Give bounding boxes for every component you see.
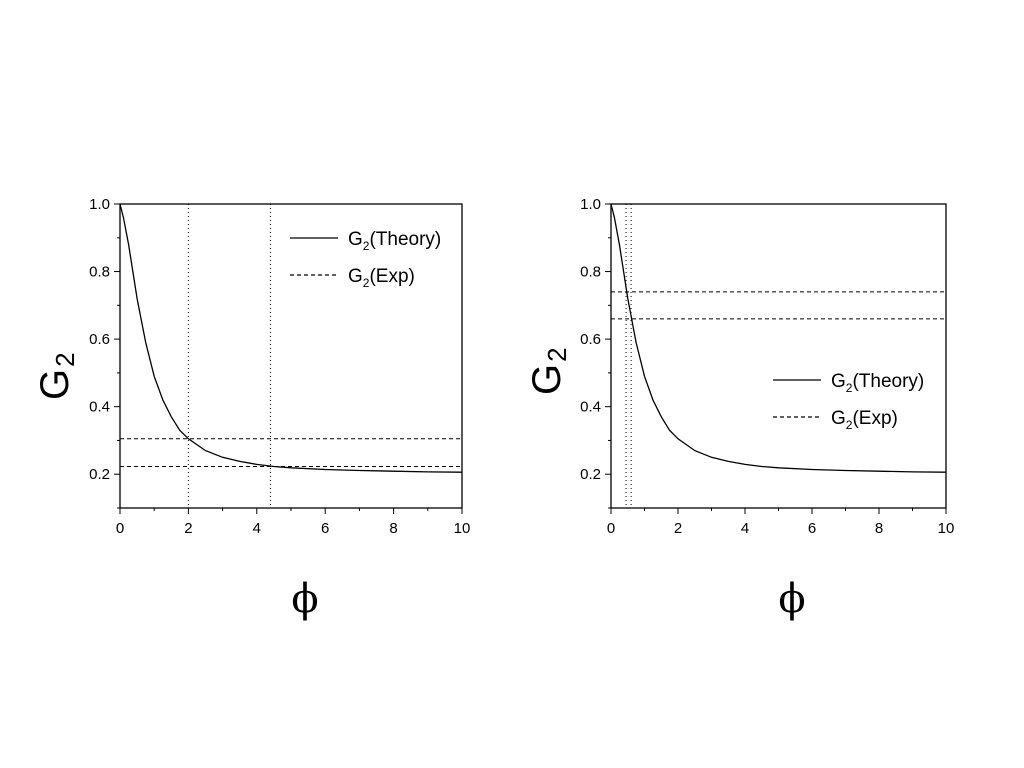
chart-panel-1: 0 2 4 6 8 10 0.2 0.4 0.6 0.8 1.0 G2(Theory) G2(Exp) G…: [33, 196, 470, 622]
y-tick-label: 0.6: [89, 331, 110, 348]
y-tick-label: 0.2: [580, 466, 601, 483]
x-tick-label: 8: [875, 520, 883, 537]
y-tick-label: 0.4: [89, 399, 110, 416]
plot-frame: [610, 203, 947, 509]
y-axis-label: G2: [525, 347, 572, 395]
theory-curve: [610, 203, 947, 473]
x-tick-label: 6: [808, 520, 816, 537]
x-tick-label: 4: [253, 520, 261, 537]
y-tick-label: 0.4: [580, 399, 601, 416]
x-axis-label: ϕ: [778, 576, 805, 622]
x-tick-label: 2: [674, 520, 682, 537]
legend-entry-label: G2(Exp): [831, 408, 898, 432]
legend-entry-label: G2(Exp): [348, 266, 415, 290]
y-tick-label: 1.0: [89, 196, 110, 213]
x-tick-label: 0: [607, 520, 615, 537]
y-axis-label: G2: [33, 352, 80, 400]
x-tick-label: 0: [116, 520, 124, 537]
legend-entry-label: G2(Theory): [831, 371, 924, 395]
x-tick-label: 6: [321, 520, 329, 537]
x-tick-label: 10: [454, 520, 471, 537]
x-tick-label: 4: [741, 520, 749, 537]
theory-curve: [119, 203, 463, 473]
x-axis-label: ϕ: [291, 576, 318, 622]
y-tick-label: 0.6: [580, 331, 601, 348]
legend-entry-label: G2(Theory): [348, 229, 441, 253]
y-tick-label: 1.0: [580, 196, 601, 213]
y-tick-label: 0.8: [580, 264, 601, 281]
x-tick-label: 8: [389, 520, 397, 537]
x-tick-label: 10: [938, 520, 955, 537]
y-tick-label: 0.8: [89, 264, 110, 281]
y-tick-label: 0.2: [89, 466, 110, 483]
chart-panel-2: 0 2 4 6 8 10 0.2 0.4 0.6 0.8 1.0 G2(Theory) G2(Exp) G…: [525, 196, 954, 622]
x-tick-label: 2: [184, 520, 192, 537]
